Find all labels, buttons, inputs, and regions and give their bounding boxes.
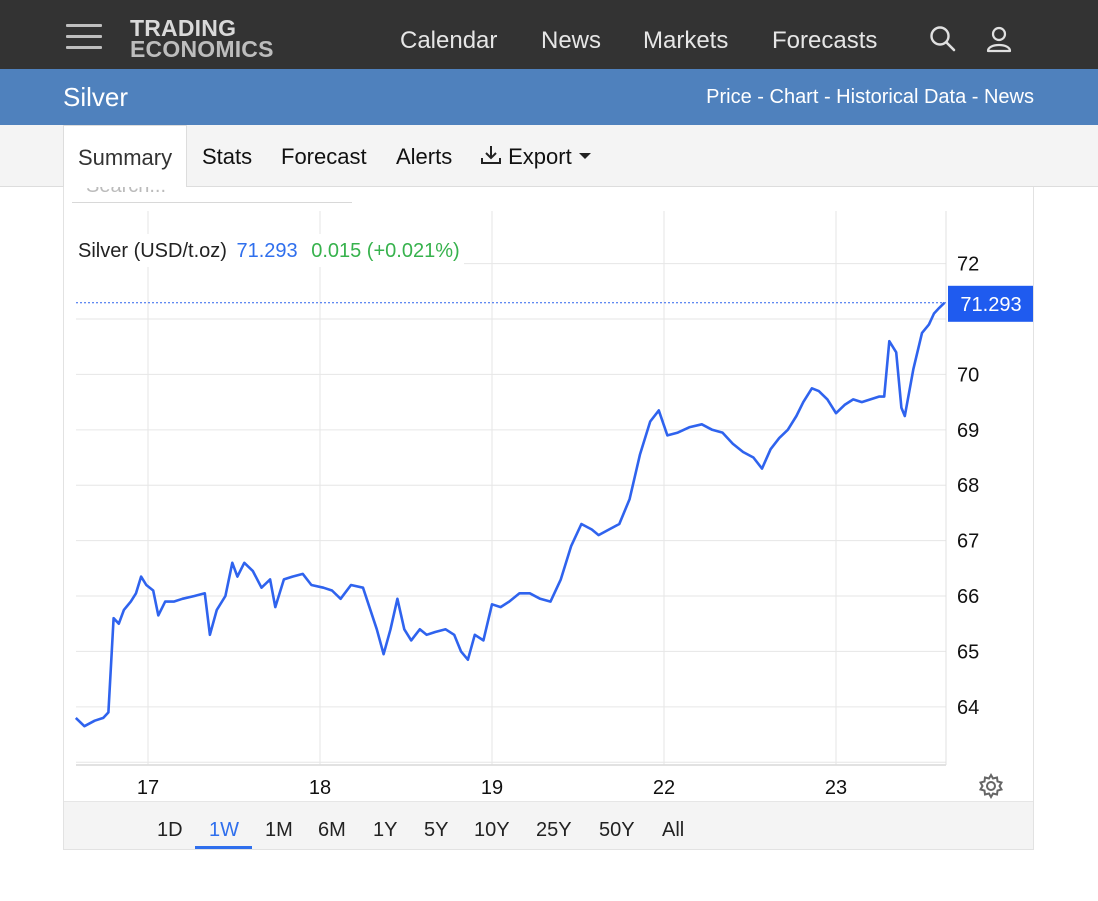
y-tick-label: 70 xyxy=(957,364,979,386)
tab-alerts[interactable]: Alerts xyxy=(396,144,453,169)
export-dropdown[interactable]: Export xyxy=(480,144,592,170)
active-range-underline xyxy=(195,846,252,849)
x-axis: 17 18 19 22 23 xyxy=(76,764,946,799)
export-label: Export xyxy=(508,144,572,169)
nav-markets[interactable]: Markets xyxy=(643,27,729,54)
range-5y[interactable]: 5Y xyxy=(424,819,449,841)
legend-last-value: 71.293 xyxy=(236,240,298,262)
page-title: Silver xyxy=(63,82,129,112)
logo-line-2: ECONOMICS xyxy=(130,36,274,62)
range-selector: 1D 1W 1M 6M 1Y 5Y 10Y 25Y 50Y All xyxy=(64,801,1033,849)
range-1d[interactable]: 1D xyxy=(157,819,183,841)
x-tick-label: 17 xyxy=(137,777,159,799)
x-tick-label: 18 xyxy=(309,777,331,799)
search-input[interactable]: Search... xyxy=(72,187,352,203)
range-50y[interactable]: 50Y xyxy=(599,819,635,841)
y-tick-label: 66 xyxy=(957,586,979,608)
page-header-bar: Silver Price - Chart - Historical Data -… xyxy=(0,69,1098,125)
tab-stats[interactable]: Stats xyxy=(202,144,253,169)
menu-icon[interactable] xyxy=(66,24,102,50)
range-1m[interactable]: 1M xyxy=(265,819,293,841)
top-navbar: TRADING ECONOMICS Calendar News Markets … xyxy=(0,0,1098,69)
download-icon xyxy=(481,146,501,164)
last-price-tag-label: 71.293 xyxy=(960,294,1021,316)
range-25y[interactable]: 25Y xyxy=(536,819,572,841)
nav-news[interactable]: News xyxy=(541,27,602,54)
range-10y[interactable]: 10Y xyxy=(474,819,510,841)
grid xyxy=(76,211,946,765)
legend-series-name: Silver (USD/t.oz) xyxy=(78,240,227,262)
y-tick-label: 65 xyxy=(957,641,979,663)
x-tick-label: 22 xyxy=(653,777,675,799)
gear-icon[interactable] xyxy=(976,771,1006,801)
y-tick-label: 64 xyxy=(957,697,979,719)
site-logo[interactable]: TRADING ECONOMICS xyxy=(130,15,274,62)
range-1y[interactable]: 1Y xyxy=(373,819,398,841)
range-1w[interactable]: 1W xyxy=(209,819,239,841)
y-tick-label: 67 xyxy=(957,531,979,553)
caret-down-icon xyxy=(578,153,591,159)
silver-price-line xyxy=(74,301,946,728)
y-axis: 64 65 66 67 68 69 70 72 xyxy=(945,211,979,765)
page-links[interactable]: Price - Chart - Historical Data - News xyxy=(706,86,1034,108)
logo-line-1: TRADING xyxy=(130,15,237,41)
range-6m[interactable]: 6M xyxy=(318,819,346,841)
last-price-tag: 71.293 xyxy=(948,285,1033,322)
x-tick-label: 23 xyxy=(825,777,847,799)
last-price-tag-bg xyxy=(948,285,1033,322)
nav-calendar[interactable]: Calendar xyxy=(400,27,498,54)
tab-summary[interactable]: Summary xyxy=(63,125,188,188)
search-icon[interactable] xyxy=(928,24,958,54)
tab-bar: Summary Stats Forecast Alerts Export xyxy=(0,125,1098,188)
y-tick-label: 68 xyxy=(957,475,979,497)
price-chart[interactable]: 17 18 19 22 23 64 65 66 67 68 69 70 72 71.293 xyxy=(64,187,1034,801)
nav-forecasts[interactable]: Forecasts xyxy=(772,27,878,54)
user-icon[interactable] xyxy=(985,24,1015,54)
tab-forecast[interactable]: Forecast xyxy=(281,144,367,169)
chart-legend: Silver (USD/t.oz) 71.293 0.015 (+0.021%) xyxy=(76,234,464,267)
y-tick-label: 69 xyxy=(957,420,979,442)
x-tick-label: 19 xyxy=(481,777,503,799)
range-all[interactable]: All xyxy=(662,819,685,841)
chart-container: Search... 17 18 19 22 23 64 65 66 67 68 69 70 72 71… xyxy=(63,187,1034,850)
y-tick-label: 72 xyxy=(957,254,979,276)
legend-change: 0.015 (+0.021%) xyxy=(311,240,460,262)
